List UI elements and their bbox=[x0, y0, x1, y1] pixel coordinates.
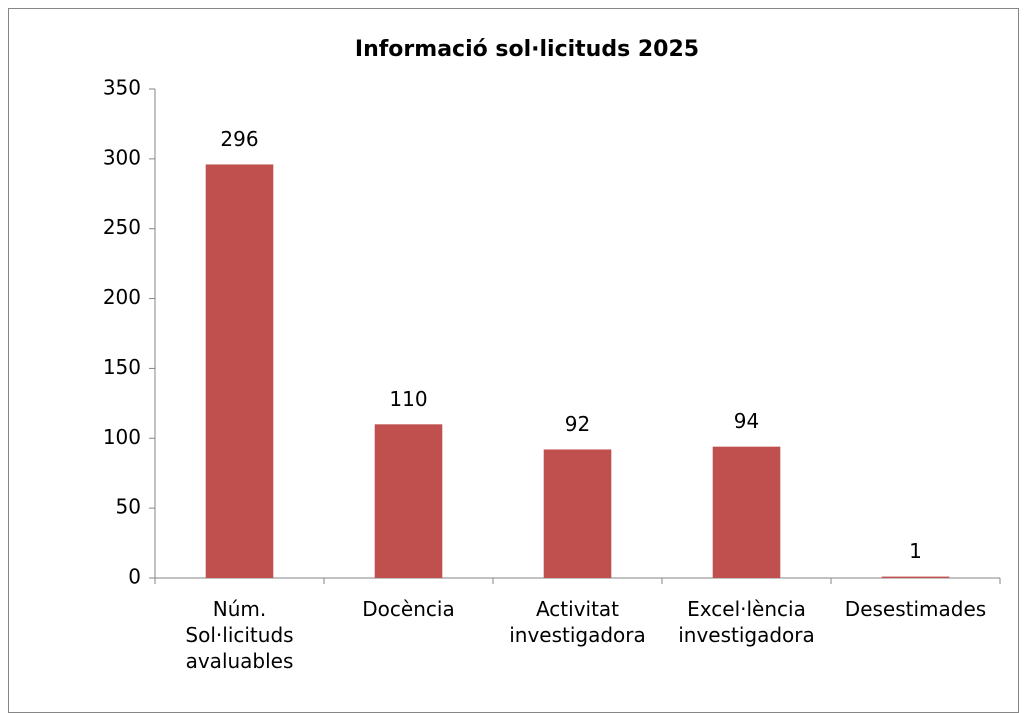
bar bbox=[374, 424, 443, 578]
chart-frame bbox=[8, 8, 1019, 713]
bar bbox=[881, 576, 950, 578]
x-tick-label: Núm. Sol·licituds avaluables bbox=[185, 597, 293, 673]
y-tick-label: 100 bbox=[103, 425, 141, 449]
y-tick-label: 350 bbox=[103, 76, 141, 100]
bar bbox=[543, 449, 612, 578]
bar bbox=[712, 446, 781, 578]
x-tick-label: Docència bbox=[362, 597, 454, 621]
value-label: 94 bbox=[734, 409, 759, 433]
y-tick-label: 300 bbox=[103, 145, 141, 169]
bar bbox=[205, 164, 274, 578]
x-tick-label: Desestimades bbox=[845, 597, 986, 621]
value-label: 92 bbox=[565, 412, 590, 436]
value-label: 110 bbox=[389, 387, 427, 411]
chart-title: Informació sol·licituds 2025 bbox=[355, 37, 699, 62]
value-label: 1 bbox=[909, 539, 922, 563]
x-tick-label: Excel·lència investigadora bbox=[678, 597, 815, 647]
y-tick-label: 200 bbox=[103, 285, 141, 309]
x-tick-label: Activitat investigadora bbox=[509, 597, 646, 647]
y-tick-label: 0 bbox=[128, 565, 141, 589]
y-tick-label: 150 bbox=[103, 355, 141, 379]
value-label: 296 bbox=[220, 127, 258, 151]
y-tick-label: 250 bbox=[103, 215, 141, 239]
y-tick-label: 50 bbox=[116, 495, 141, 519]
